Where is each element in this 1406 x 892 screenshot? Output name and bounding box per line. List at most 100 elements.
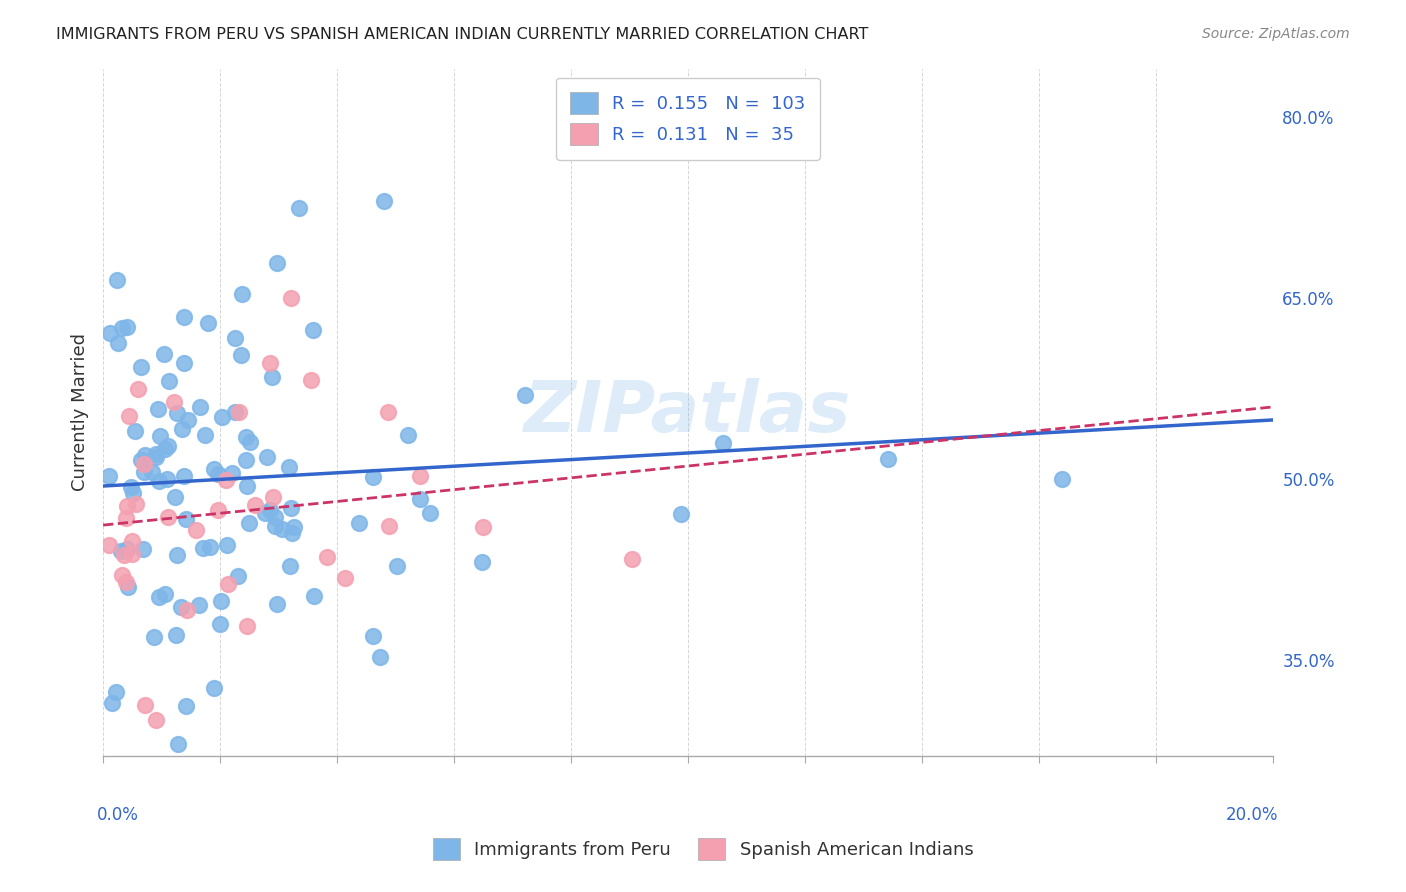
- Point: [146, 402, 169, 417]
- Text: 0.0%: 0.0%: [97, 805, 139, 823]
- Point: [166, 406, 188, 420]
- Point: [124, 424, 146, 438]
- Point: [239, 434, 262, 449]
- Point: [118, 409, 141, 423]
- Point: [877, 451, 900, 466]
- Point: [361, 629, 384, 643]
- Point: [165, 491, 187, 505]
- Point: [231, 347, 253, 361]
- Point: [170, 422, 193, 436]
- Point: [170, 600, 193, 615]
- Point: [145, 447, 167, 461]
- Point: [472, 520, 495, 534]
- Point: [283, 520, 305, 534]
- Point: [368, 650, 391, 665]
- Point: [153, 587, 176, 601]
- Point: [280, 525, 302, 540]
- Point: [153, 346, 176, 360]
- Point: [105, 273, 128, 287]
- Point: [149, 429, 172, 443]
- Point: [266, 256, 288, 270]
- Point: [280, 291, 302, 305]
- Y-axis label: Currently Married: Currently Married: [72, 334, 89, 491]
- Point: [226, 569, 249, 583]
- Point: [121, 533, 143, 548]
- Point: [253, 506, 276, 520]
- Point: [620, 551, 643, 566]
- Point: [112, 548, 135, 562]
- Point: [98, 538, 121, 552]
- Point: [141, 465, 163, 479]
- Point: [270, 522, 292, 536]
- Point: [235, 619, 257, 633]
- Legend: R =  0.155   N =  103, R =  0.131   N =  35: R = 0.155 N = 103, R = 0.131 N = 35: [555, 78, 820, 160]
- Point: [188, 598, 211, 612]
- Point: [98, 469, 121, 483]
- Point: [110, 568, 132, 582]
- Point: [132, 465, 155, 479]
- Point: [1050, 472, 1073, 486]
- Point: [101, 696, 124, 710]
- Point: [711, 435, 734, 450]
- Point: [224, 405, 246, 419]
- Point: [115, 575, 138, 590]
- Point: [157, 510, 180, 524]
- Point: [513, 387, 536, 401]
- Point: [194, 428, 217, 442]
- Point: [173, 356, 195, 370]
- Point: [143, 630, 166, 644]
- Point: [107, 335, 129, 350]
- Point: [127, 382, 149, 396]
- Point: [173, 469, 195, 483]
- Point: [409, 469, 432, 483]
- Point: [129, 359, 152, 374]
- Point: [347, 516, 370, 531]
- Point: [153, 442, 176, 456]
- Point: [117, 319, 139, 334]
- Text: IMMIGRANTS FROM PERU VS SPANISH AMERICAN INDIAN CURRENTLY MARRIED CORRELATION CH: IMMIGRANTS FROM PERU VS SPANISH AMERICAN…: [56, 27, 869, 42]
- Point: [333, 571, 356, 585]
- Point: [215, 473, 238, 487]
- Point: [176, 413, 198, 427]
- Point: [156, 439, 179, 453]
- Point: [228, 405, 250, 419]
- Text: ZIPatlas: ZIPatlas: [524, 378, 852, 447]
- Point: [163, 395, 186, 409]
- Point: [121, 485, 143, 500]
- Point: [277, 460, 299, 475]
- Point: [115, 500, 138, 514]
- Point: [191, 541, 214, 555]
- Point: [302, 589, 325, 603]
- Point: [259, 356, 281, 370]
- Point: [238, 516, 260, 531]
- Point: [202, 681, 225, 695]
- Point: [166, 548, 188, 562]
- Point: [197, 316, 219, 330]
- Point: [111, 320, 134, 334]
- Point: [302, 323, 325, 337]
- Point: [211, 409, 233, 424]
- Point: [117, 580, 139, 594]
- Point: [188, 400, 211, 414]
- Point: [266, 598, 288, 612]
- Point: [361, 470, 384, 484]
- Point: [145, 713, 167, 727]
- Point: [200, 541, 222, 555]
- Point: [125, 497, 148, 511]
- Point: [217, 577, 239, 591]
- Point: [299, 373, 322, 387]
- Point: [209, 593, 232, 607]
- Point: [387, 558, 409, 573]
- Point: [120, 479, 142, 493]
- Point: [288, 201, 311, 215]
- Text: 20.0%: 20.0%: [1226, 805, 1278, 823]
- Point: [409, 492, 432, 507]
- Point: [224, 331, 246, 345]
- Point: [156, 472, 179, 486]
- Point: [471, 555, 494, 569]
- Point: [207, 503, 229, 517]
- Point: [166, 737, 188, 751]
- Legend: Immigrants from Peru, Spanish American Indians: Immigrants from Peru, Spanish American I…: [418, 823, 988, 874]
- Point: [262, 491, 284, 505]
- Point: [110, 544, 132, 558]
